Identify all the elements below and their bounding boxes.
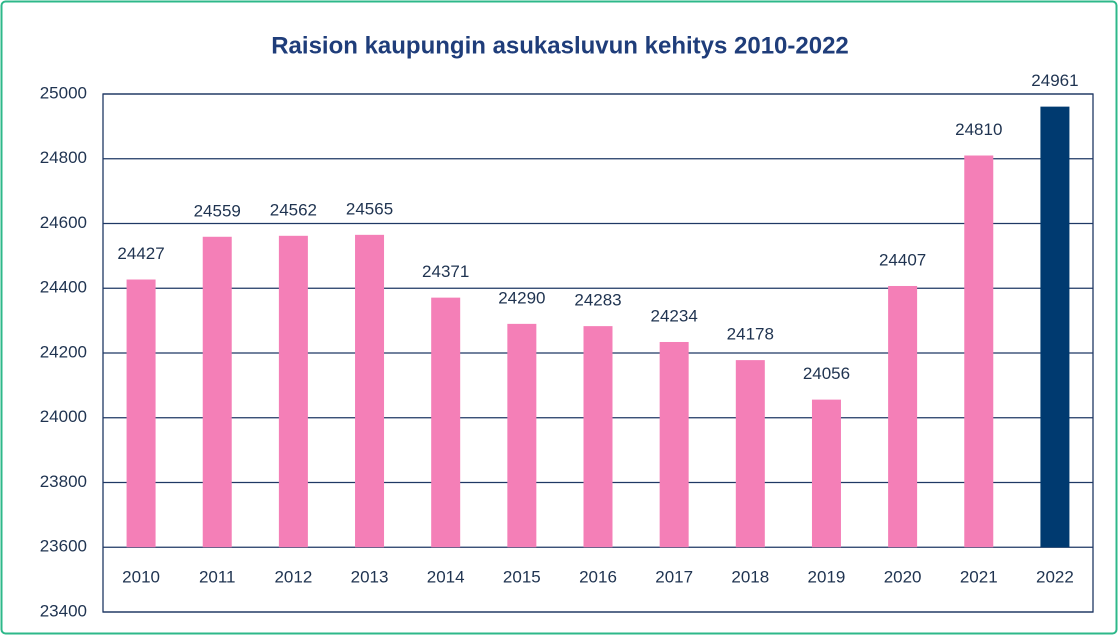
- value-label: 24290: [498, 288, 545, 307]
- chart-title: Raision kaupungin asukasluvun kehitys 20…: [271, 32, 849, 59]
- y-tick-label: 24000: [40, 407, 87, 426]
- y-tick-label: 23800: [40, 472, 87, 491]
- value-label: 24407: [879, 250, 926, 269]
- bar: [1040, 106, 1070, 548]
- value-label: 24559: [194, 201, 241, 220]
- x-tick-label: 2015: [503, 568, 541, 587]
- x-tick-label: 2018: [731, 568, 769, 587]
- x-tick-label: 2022: [1036, 568, 1074, 587]
- bar: [126, 279, 156, 548]
- bar: [431, 297, 461, 548]
- y-tick-label: 23600: [40, 537, 87, 556]
- y-tick-label: 23400: [40, 601, 87, 620]
- x-tick-label: 2014: [427, 568, 465, 587]
- x-tick-label: 2019: [808, 568, 846, 587]
- x-tick-label: 2011: [199, 568, 236, 587]
- y-tick-label: 24600: [40, 213, 87, 232]
- bar: [355, 234, 385, 548]
- x-tick-label: 2017: [655, 568, 693, 587]
- x-tick-label: 2013: [351, 568, 389, 587]
- bar: [583, 326, 613, 548]
- x-tick-label: 2021: [960, 568, 998, 587]
- bar: [735, 360, 765, 548]
- value-label: 24178: [727, 325, 774, 344]
- bar: [888, 285, 918, 548]
- bar: [659, 341, 689, 548]
- value-label: 24961: [1031, 71, 1078, 90]
- value-label: 24056: [803, 364, 850, 383]
- value-label: 24371: [422, 262, 469, 281]
- value-label: 24565: [346, 199, 393, 218]
- value-label: 24283: [574, 291, 621, 310]
- bar: [811, 399, 841, 548]
- y-tick-label: 24400: [40, 278, 87, 297]
- bar: [202, 236, 232, 548]
- bar: [964, 155, 994, 548]
- plot-frame: [102, 93, 1094, 613]
- value-label: 24234: [651, 306, 698, 325]
- x-tick-label: 2016: [579, 568, 617, 587]
- x-tick-label: 2020: [884, 568, 922, 587]
- bar: [507, 323, 537, 548]
- y-tick-label: 24800: [40, 148, 87, 167]
- value-label: 24562: [270, 200, 317, 219]
- y-tick-label: 24200: [40, 342, 87, 361]
- y-tick-label: 25000: [40, 83, 87, 102]
- value-label: 24427: [117, 244, 164, 263]
- bar: [278, 235, 308, 548]
- x-tick-label: 2012: [274, 568, 312, 587]
- value-label: 24810: [955, 120, 1002, 139]
- x-tick-label: 2010: [122, 568, 160, 587]
